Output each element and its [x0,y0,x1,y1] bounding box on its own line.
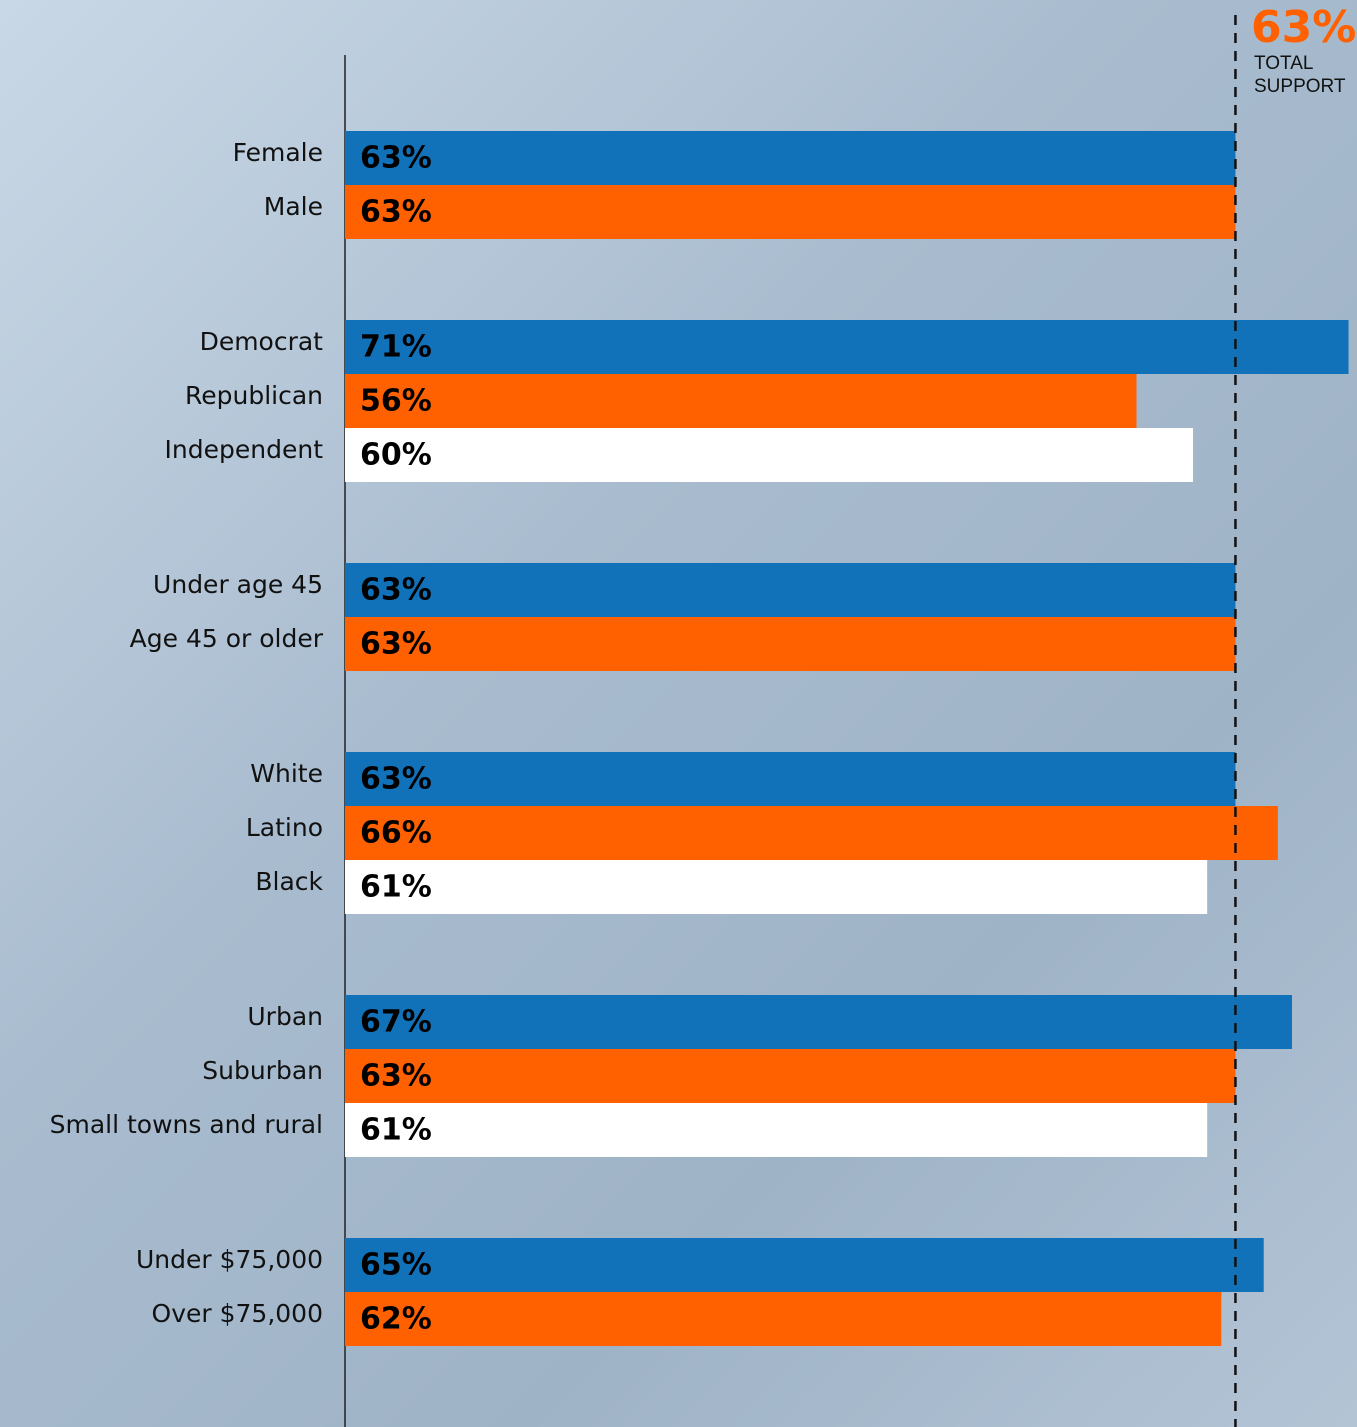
bar [345,320,1349,374]
category-label: Male [264,192,323,221]
category-label: Under age 45 [153,570,323,599]
category-label: Over $75,000 [152,1299,323,1328]
category-label: Latino [246,813,323,842]
reference-value: 63% [1251,2,1356,53]
bar [345,1292,1221,1346]
bar [345,185,1235,239]
category-label: Under $75,000 [136,1245,323,1274]
bar [345,131,1235,185]
value-label: 63% [360,762,432,797]
value-label: 66% [360,816,432,851]
category-label: Female [233,138,323,167]
category-label: Small towns and rural [50,1110,323,1139]
bar [345,1103,1207,1157]
page: Female 63% Male 63% Democrat 71% Republican 56%… [0,0,1357,1427]
bar [345,1238,1264,1292]
bar [345,1049,1235,1103]
value-label: 62% [360,1302,432,1337]
category-label: White [250,759,323,788]
bar [345,374,1137,428]
value-label: 63% [360,627,432,662]
value-label: 63% [360,195,432,230]
category-label: Black [255,867,323,896]
category-label: Republican [185,381,323,410]
bar [345,806,1278,860]
reference-label: TOTAL SUPPORT [1254,52,1354,98]
bar [345,428,1193,482]
value-label: 61% [360,1113,432,1148]
value-label: 63% [360,573,432,608]
category-label: Democrat [200,327,324,356]
bar [345,617,1235,671]
category-label: Independent [165,435,324,464]
value-label: 61% [360,870,432,905]
category-label: Age 45 or older [130,624,324,653]
category-label: Suburban [202,1056,323,1085]
bar [345,563,1235,617]
value-label: 67% [360,1005,432,1040]
chart: Female 63% Male 63% Democrat 71% Republican 56%… [0,0,1357,1427]
value-label: 71% [360,330,432,365]
value-label: 65% [360,1248,432,1283]
value-label: 63% [360,1059,432,1094]
bar [345,860,1207,914]
value-label: 60% [360,438,432,473]
value-label: 63% [360,141,432,176]
category-label: Urban [247,1002,323,1031]
value-label: 56% [360,384,432,419]
bar [345,995,1292,1049]
bar [345,752,1235,806]
